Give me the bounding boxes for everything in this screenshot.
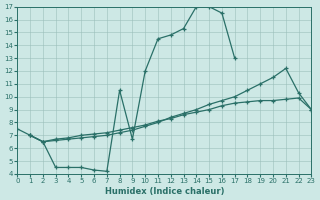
X-axis label: Humidex (Indice chaleur): Humidex (Indice chaleur) [105, 187, 224, 196]
